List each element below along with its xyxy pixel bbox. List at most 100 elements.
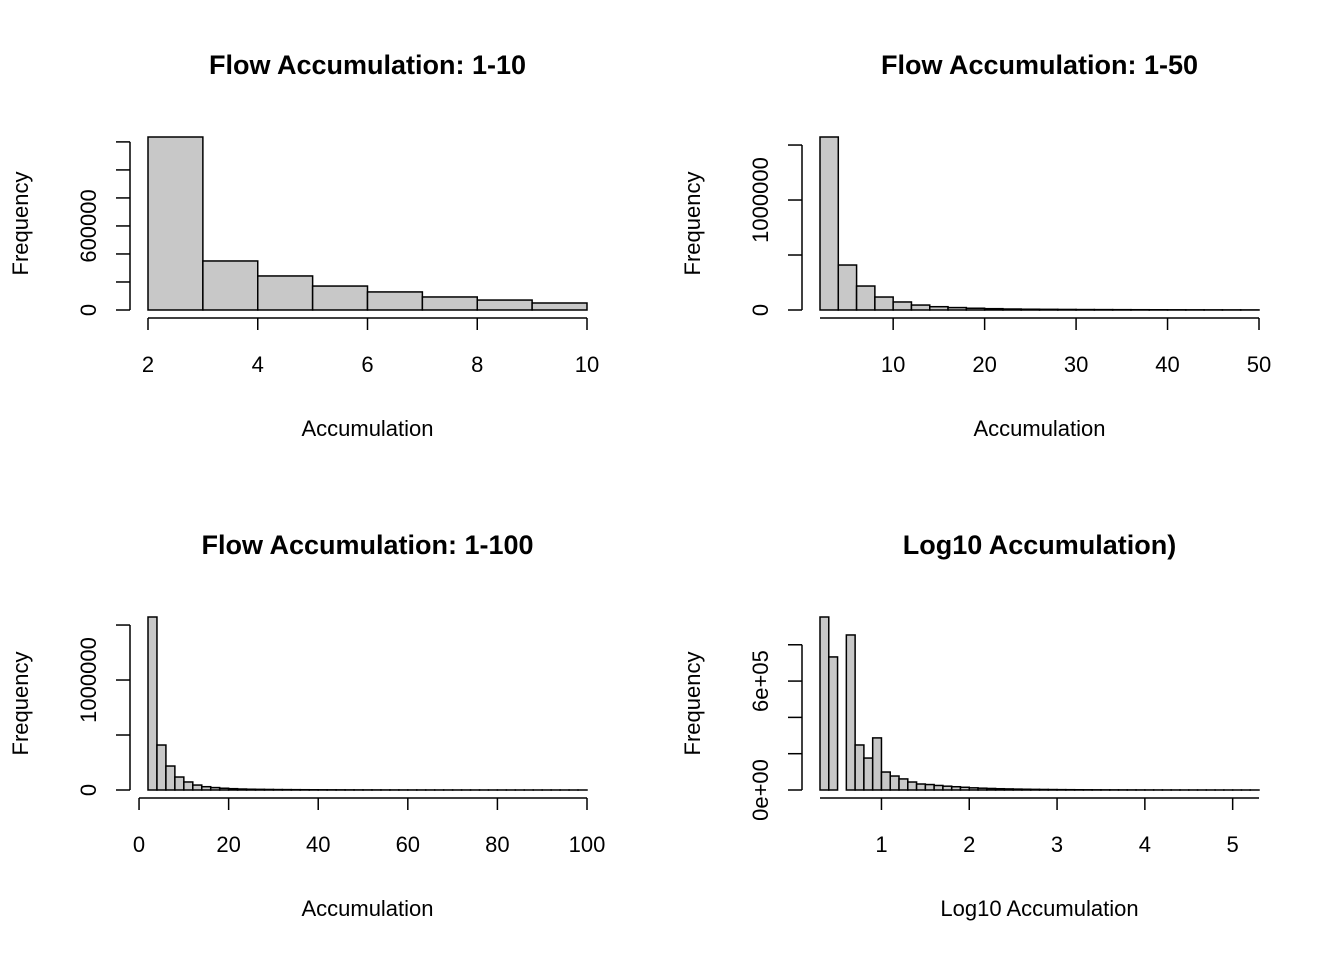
bar: [1038, 308, 1059, 311]
x-tick-label: 2: [142, 352, 154, 377]
bar: [254, 788, 266, 791]
chart-title: Log10 Accumulation): [903, 530, 1177, 560]
bar: [892, 301, 913, 311]
y-tick-label: 6e+05: [748, 650, 773, 712]
x-tick-label: 100: [569, 832, 606, 857]
bar: [1020, 308, 1041, 311]
x-tick-label: 8: [471, 352, 483, 377]
bar: [837, 264, 858, 311]
bar: [202, 260, 259, 311]
bar: [218, 787, 230, 791]
bar: [828, 656, 839, 791]
chart-title: Flow Accumulation: 1-10: [209, 50, 526, 80]
bar: [1003, 788, 1014, 791]
bar: [311, 285, 369, 311]
bar: [863, 757, 874, 791]
bar: [183, 781, 194, 791]
bar: [531, 302, 588, 311]
panel: Log10 Accumulation) Log10 Accumulation Fre…: [680, 530, 1260, 921]
x-tick-label: 60: [396, 832, 420, 857]
y-tick-label: 0: [76, 784, 101, 796]
bar: [986, 787, 997, 791]
bar: [910, 304, 931, 311]
bar: [942, 785, 953, 791]
bar: [1002, 308, 1022, 311]
panel: Flow Accumulation: 1-10 Accumulation Frequ…: [8, 50, 599, 441]
y-axis-label: Frequency: [8, 172, 33, 276]
bar: [476, 299, 533, 311]
x-tick-label: 0: [133, 832, 145, 857]
bar: [147, 136, 204, 311]
x-tick-label: 20: [216, 832, 240, 857]
bar: [245, 788, 257, 791]
bar: [898, 778, 909, 791]
y-axis-label: Frequency: [680, 652, 705, 756]
bar: [819, 616, 830, 791]
x-tick-label: 6: [361, 352, 373, 377]
bar: [192, 784, 203, 791]
bar: [421, 296, 478, 311]
x-axis-label: Accumulation: [973, 416, 1105, 441]
chart-title: Flow Accumulation: 1-100: [201, 530, 533, 560]
bar: [950, 785, 962, 791]
bar: [907, 781, 918, 791]
x-tick-label: 20: [972, 352, 996, 377]
bar: [915, 783, 927, 791]
bar: [147, 616, 158, 791]
x-tick-label: 40: [306, 832, 330, 857]
bar: [959, 786, 971, 791]
bar: [845, 634, 856, 791]
panel: Flow Accumulation: 1-100 Accumulation Freq…: [8, 530, 606, 921]
x-tick-label: 1: [875, 832, 887, 857]
x-tick-label: 30: [1064, 352, 1088, 377]
bar: [924, 783, 935, 791]
y-tick-label: 600000: [76, 189, 101, 262]
y-tick-label: 0: [76, 304, 101, 316]
bar: [871, 737, 883, 791]
bar: [201, 785, 212, 791]
y-tick-label: 1000000: [748, 157, 773, 243]
bar: [165, 765, 176, 791]
x-axis-label: Accumulation: [301, 416, 433, 441]
x-tick-label: 40: [1155, 352, 1179, 377]
bar: [1038, 788, 1050, 791]
bar: [880, 771, 891, 791]
bar: [236, 788, 248, 791]
x-tick-label: 5: [1227, 832, 1239, 857]
bar: [874, 296, 894, 311]
x-tick-label: 10: [575, 352, 599, 377]
y-axis-label: Frequency: [680, 172, 705, 276]
bar: [933, 784, 944, 791]
bar: [174, 776, 185, 791]
bar: [968, 787, 979, 791]
bar: [854, 744, 865, 791]
x-tick-label: 2: [963, 832, 975, 857]
bar: [965, 307, 986, 311]
bar: [855, 285, 876, 311]
bar: [983, 307, 1004, 311]
chart-title: Flow Accumulation: 1-50: [881, 50, 1198, 80]
bar: [257, 275, 314, 311]
bar: [209, 786, 221, 791]
y-tick-label: 1000000: [76, 637, 101, 723]
bar: [156, 744, 167, 791]
bar: [227, 787, 239, 791]
bar: [1012, 788, 1023, 791]
bar: [994, 787, 1006, 791]
bar: [929, 305, 949, 311]
y-tick-label: 0e+00: [748, 759, 773, 821]
bar: [263, 788, 275, 791]
x-axis-label: Log10 Accumulation: [940, 896, 1138, 921]
bar: [366, 291, 424, 311]
x-tick-label: 3: [1051, 832, 1063, 857]
bar: [819, 136, 840, 311]
x-tick-label: 10: [881, 352, 905, 377]
bar: [889, 775, 900, 791]
x-tick-label: 4: [1139, 832, 1151, 857]
bar: [1029, 788, 1041, 791]
x-tick-label: 50: [1247, 352, 1271, 377]
panel: Flow Accumulation: 1-50 Accumulation Frequ…: [680, 50, 1271, 441]
y-tick-label: 0: [748, 304, 773, 316]
bar: [1021, 788, 1032, 791]
